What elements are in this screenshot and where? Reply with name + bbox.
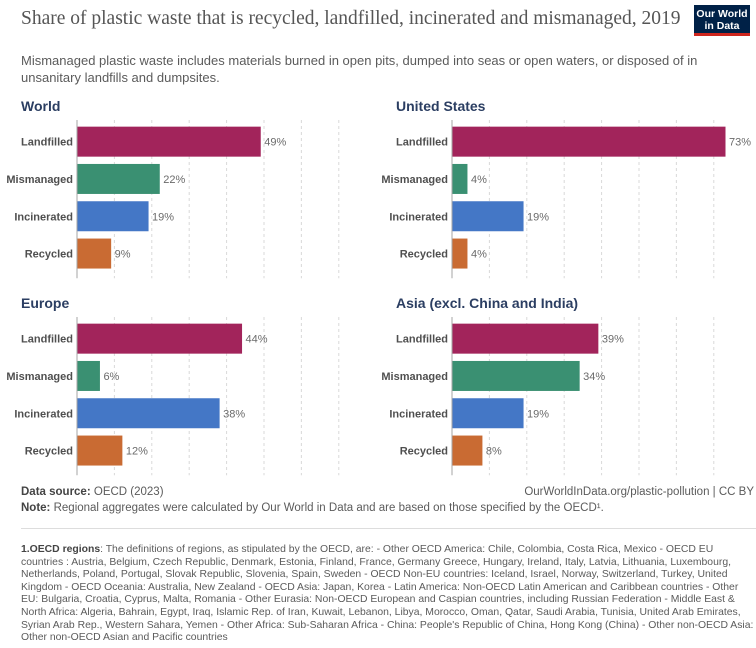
chart-panel: United States Landfilled 73% Mismanaged 4% In… [381, 98, 751, 279]
bar-mismanaged [77, 360, 100, 391]
value-label: 39% [602, 334, 624, 346]
logo-line-2: in Data [704, 19, 740, 32]
panel-title: United States [396, 98, 486, 114]
logo-line-1: Our World [696, 8, 748, 20]
bar-mismanaged [452, 360, 580, 391]
bar-landfilled [452, 323, 599, 354]
bar-incinerated [77, 398, 220, 429]
category-label: Recycled [400, 446, 448, 458]
source-url[interactable]: OurWorldInData.org/plastic-pollution | C… [524, 486, 754, 498]
value-label: 22% [163, 174, 185, 186]
category-label: Mismanaged [381, 174, 448, 186]
chart-panel: Europe Landfilled 44% Mismanaged 6% Incinerat… [6, 295, 340, 476]
value-label: 6% [103, 371, 119, 383]
bar-mismanaged [452, 163, 468, 194]
footnote-label: 1.OECD regions [21, 544, 101, 555]
value-label: 49% [264, 137, 286, 149]
chart-panel: World Landfilled 49% Mismanaged 22% Incinerat… [6, 98, 340, 279]
data-source: Data source: OECD (2023) [21, 486, 164, 498]
value-label: 38% [223, 408, 245, 420]
chart-subtitle: Mismanaged plastic waste includes materi… [21, 53, 698, 85]
category-label: Recycled [400, 249, 448, 261]
value-label: 9% [115, 249, 131, 261]
category-label: Incinerated [389, 211, 448, 223]
category-label: Landfilled [396, 334, 448, 346]
bar-recycled [452, 435, 483, 466]
bar-landfilled [452, 126, 726, 157]
category-label: Incinerated [389, 408, 448, 420]
footnote: 1.OECD regions: The definitions of regio… [21, 544, 754, 645]
data-source-label: Data source: [21, 486, 91, 498]
bar-landfilled [77, 323, 243, 354]
note-label: Note: [21, 502, 51, 514]
data-source-text[interactable]: OECD (2023) [93, 486, 164, 498]
bar-recycled [77, 435, 123, 466]
panel-title: Asia (excl. China and India) [396, 295, 578, 311]
footnote-text: : The definitions of regions, as stipula… [21, 544, 754, 644]
category-label: Landfilled [396, 137, 448, 149]
value-label: 8% [486, 446, 502, 458]
category-label: Recycled [25, 249, 73, 261]
bar-mismanaged [77, 163, 160, 194]
owid-logo[interactable]: Our World in Data [694, 5, 750, 36]
bar-charts: World Landfilled 49% Mismanaged 22% Incinerat… [6, 98, 751, 476]
panel-title: Europe [21, 295, 69, 311]
category-label: Landfilled [21, 137, 73, 149]
category-label: Mismanaged [6, 371, 73, 383]
chart-title: Share of plastic waste that is recycled,… [21, 8, 681, 29]
bar-recycled [77, 238, 112, 269]
value-label: 4% [471, 174, 487, 186]
category-label: Landfilled [21, 334, 73, 346]
bar-incinerated [452, 398, 524, 429]
bar-incinerated [77, 201, 149, 232]
chart-panel: Asia (excl. China and India) Landfilled 39… [381, 295, 715, 476]
category-label: Recycled [25, 446, 73, 458]
value-label: 19% [527, 408, 549, 420]
category-label: Incinerated [14, 408, 73, 420]
value-label: 4% [471, 249, 487, 261]
value-label: 19% [527, 211, 549, 223]
note: Note: Regional aggregates were calculate… [21, 502, 604, 514]
note-text: Regional aggregates were calculated by O… [53, 502, 604, 514]
category-label: Mismanaged [6, 174, 73, 186]
value-label: 12% [126, 446, 148, 458]
value-label: 34% [583, 371, 605, 383]
panel-title: World [21, 98, 60, 114]
bar-recycled [452, 238, 468, 269]
footer-divider [21, 528, 756, 529]
bar-landfilled [77, 126, 261, 157]
category-label: Incinerated [14, 211, 73, 223]
value-label: 73% [729, 137, 751, 149]
bar-incinerated [452, 201, 524, 232]
value-label: 44% [246, 334, 268, 346]
category-label: Mismanaged [381, 371, 448, 383]
value-label: 19% [152, 211, 174, 223]
